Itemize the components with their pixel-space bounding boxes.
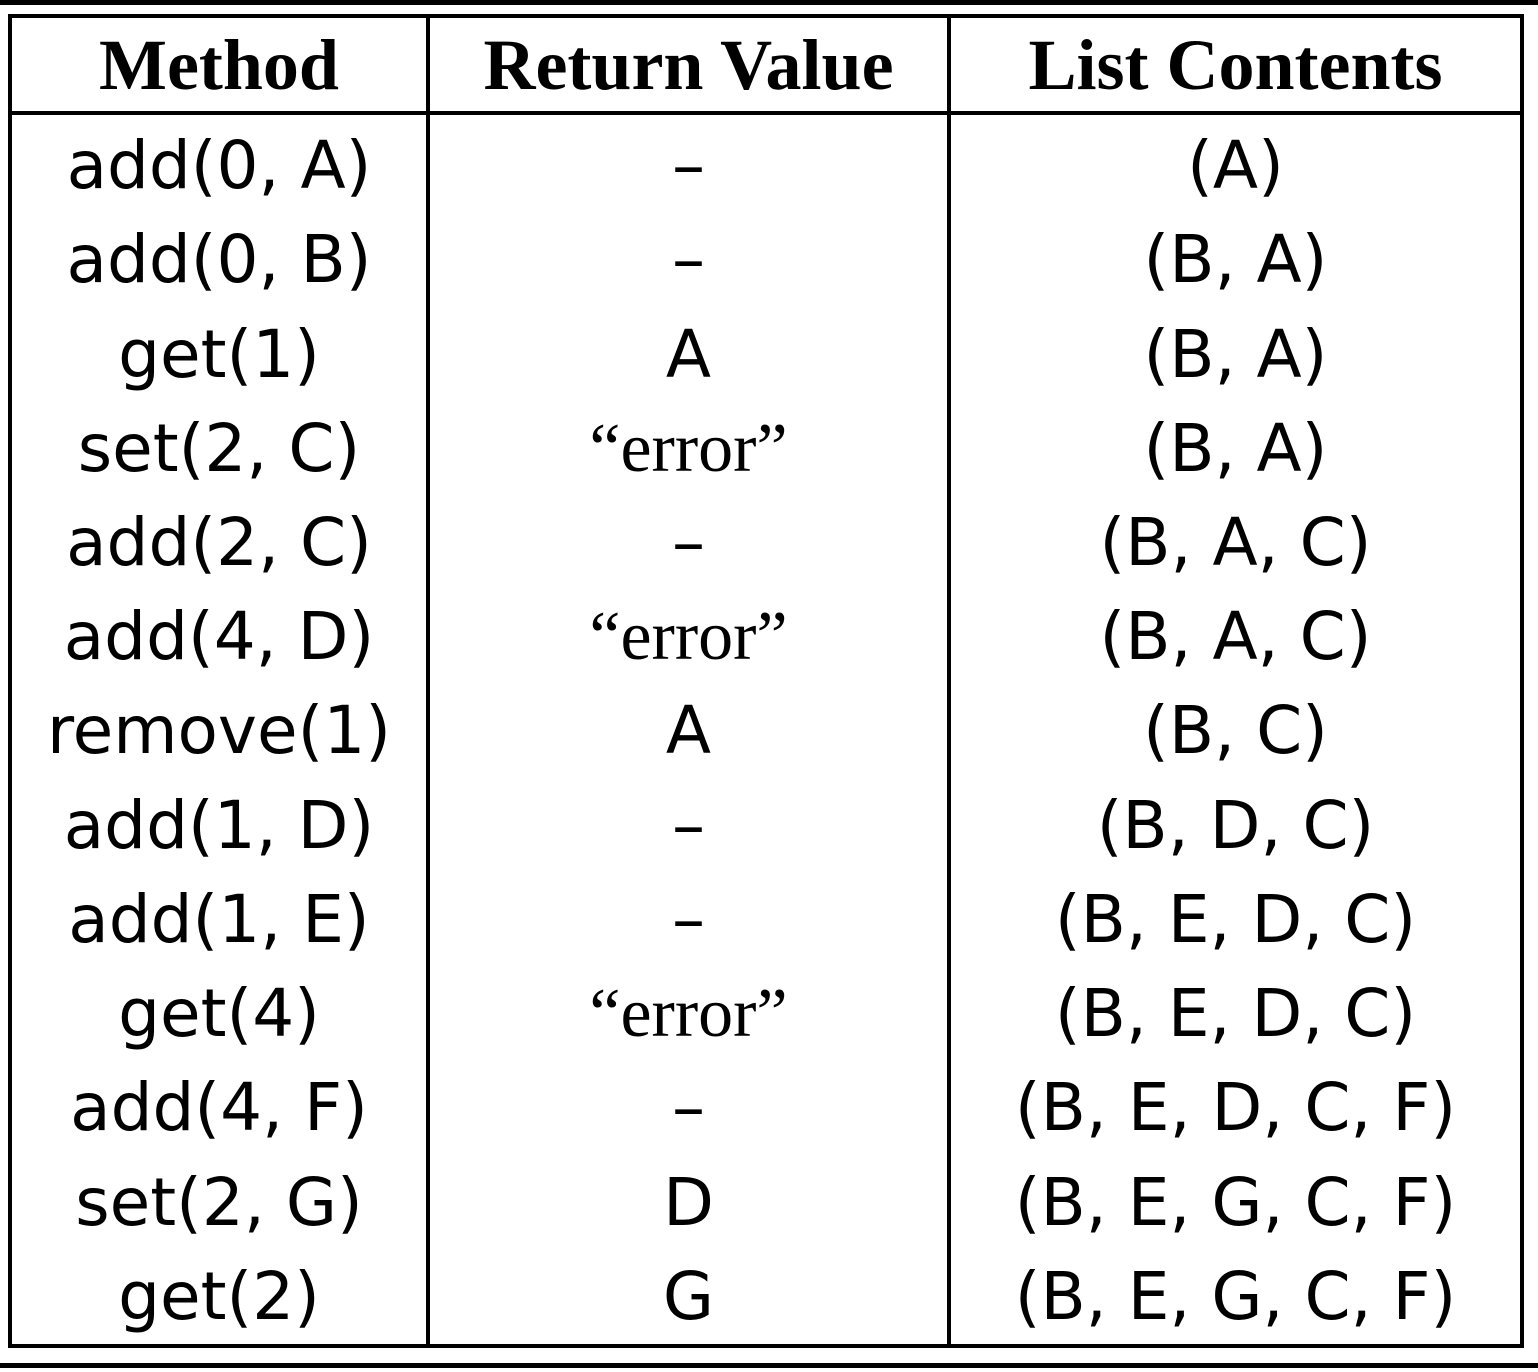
table-row: add(2, C) – (B, A, C) [12, 495, 1520, 591]
method-cell: set(2, C) [77, 409, 361, 487]
table-row: get(1) A (B, A) [12, 307, 1520, 402]
list-contents-cell: (B, E, D, C) [947, 966, 1520, 1062]
table-row: add(1, E) – (B, E, D, C) [12, 872, 1520, 967]
list-contents-cell: (B, E, D, C) [947, 872, 1520, 967]
list-contents-cell: (B, A) [947, 213, 1520, 308]
table-row: set(2, C) “error” (B, A) [12, 401, 1520, 496]
return-value-cell: “error” [426, 401, 949, 496]
return-value-cell: – [426, 1061, 949, 1156]
table-row: add(0, B) – (B, A) [12, 213, 1520, 308]
list-contents-cell: (B, A, C) [947, 590, 1520, 685]
list-contents-cell: (B, E, D, C, F) [947, 1061, 1520, 1156]
method-cell: remove(1) [46, 692, 392, 770]
table-row: add(1, D) – (B, D, C) [12, 778, 1520, 873]
method-cell: get(4) [118, 975, 320, 1053]
method-cell: add(2, C) [66, 504, 372, 581]
list-contents-cell: (A) [947, 113, 1520, 214]
method-cell: add(4, F) [70, 1069, 368, 1147]
method-cell: add(4, D) [63, 598, 375, 676]
return-value-cell: – [426, 778, 949, 873]
table-row: get(4) “error” (B, E, D, C) [12, 966, 1520, 1062]
list-contents-cell: (B, D, C) [947, 778, 1520, 873]
table-row: add(4, F) – (B, E, D, C, F) [12, 1061, 1520, 1156]
method-cell: get(2) [118, 1257, 320, 1335]
method-cell: add(1, D) [63, 786, 375, 864]
table-row: set(2, G) D (B, E, G, C, F) [12, 1155, 1520, 1250]
list-contents-cell: (B, A) [947, 401, 1520, 496]
return-value-cell: – [426, 872, 949, 967]
method-cell: set(2, G) [75, 1163, 363, 1241]
return-value-cell: A [426, 684, 949, 779]
return-value-cell: G [426, 1249, 949, 1344]
return-value-cell: D [426, 1155, 949, 1250]
table-row: add(4, D) “error” (B, A, C) [12, 590, 1520, 685]
table-row: get(2) G (B, E, G, C, F) [12, 1249, 1520, 1344]
list-contents-cell: (B, C) [947, 684, 1520, 779]
method-cell: get(1) [118, 315, 320, 393]
method-cell: add(0, B) [66, 221, 372, 299]
top-rule [0, 0, 1538, 5]
header-return-value: Return Value [426, 18, 949, 115]
table-row: remove(1) A (B, C) [12, 684, 1520, 779]
bottom-rule [0, 1363, 1538, 1368]
method-cell: add(1, E) [68, 880, 370, 958]
return-value-cell: – [426, 113, 949, 214]
list-contents-cell: (B, E, G, C, F) [947, 1155, 1520, 1250]
list-operations-table: Method Return Value List Contents add(0,… [12, 18, 1520, 1344]
method-cell: add(0, A) [66, 127, 372, 205]
return-value-cell: – [426, 495, 949, 591]
table-row: add(0, A) – (A) [12, 113, 1520, 214]
list-contents-cell: (B, E, G, C, F) [947, 1249, 1520, 1344]
list-contents-cell: (B, A) [947, 307, 1520, 402]
header-method: Method [12, 18, 428, 115]
header-row: Method Return Value List Contents [12, 18, 1520, 115]
return-value-cell: A [426, 307, 949, 402]
list-contents-cell: (B, A, C) [947, 495, 1520, 591]
header-list-contents: List Contents [947, 18, 1520, 115]
list-operations-table-frame: Method Return Value List Contents add(0,… [8, 14, 1524, 1348]
return-value-cell: “error” [426, 966, 949, 1062]
return-value-cell: “error” [426, 590, 949, 685]
return-value-cell: – [426, 213, 949, 308]
